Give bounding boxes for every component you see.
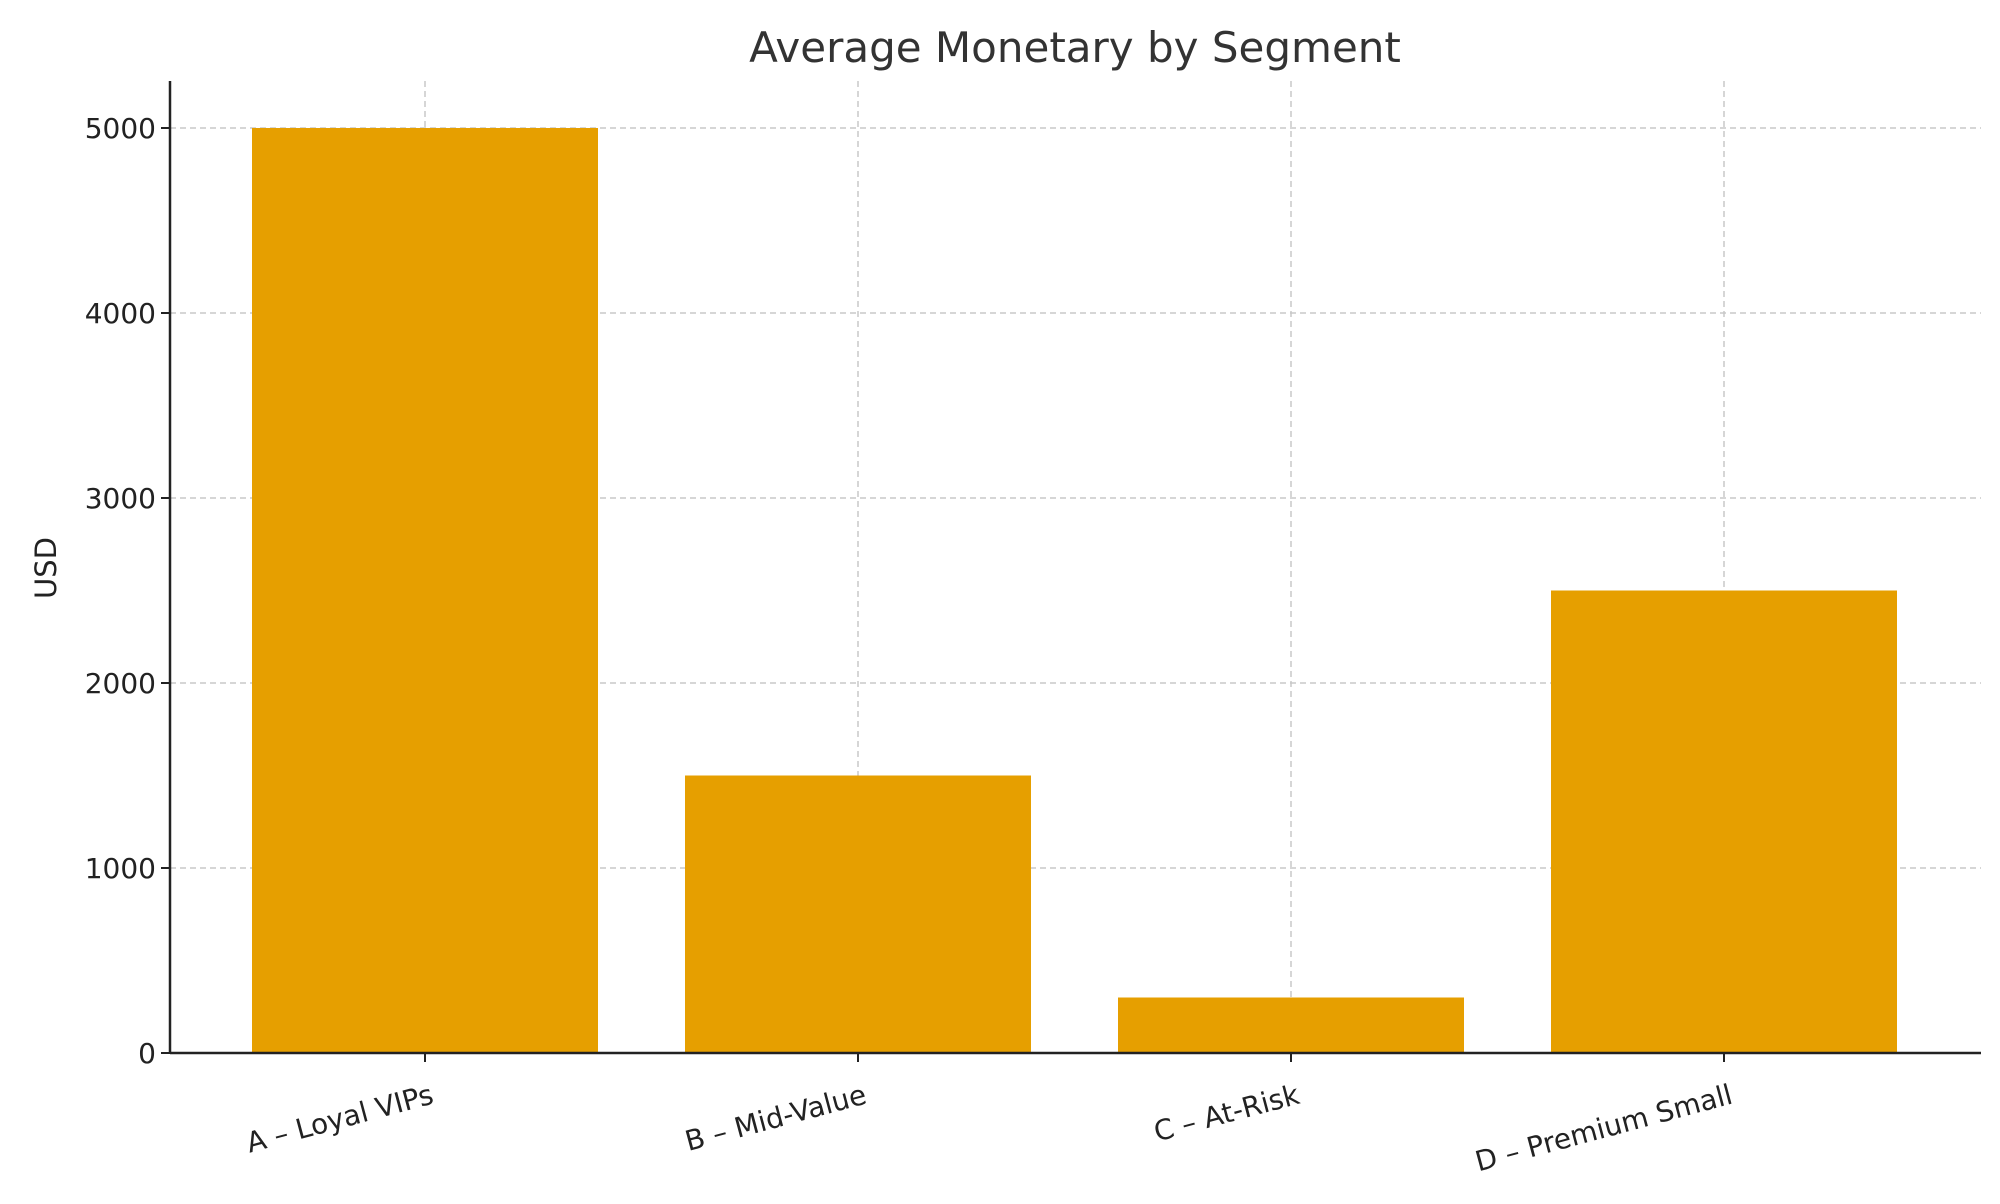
y-axis-ticks: 0 1000 2000 3000 4000 5000	[85, 112, 170, 1070]
x-tick-label: A – Loyal VIPs	[243, 1078, 437, 1160]
bar-2	[685, 775, 1031, 1053]
x-tick-label: B – Mid-Value	[682, 1078, 870, 1158]
chart-title: Average Monetary by Segment	[749, 23, 1401, 72]
y-axis-label: USD	[29, 537, 63, 599]
bar-1	[252, 128, 598, 1053]
bar-3	[1118, 997, 1464, 1053]
bars	[252, 128, 1897, 1053]
y-tick-label: 0	[138, 1037, 156, 1070]
y-tick-label: 3000	[85, 482, 156, 515]
x-tick-label: D – Premium Small	[1472, 1078, 1736, 1178]
y-tick-label: 5000	[85, 112, 156, 145]
y-tick-label: 2000	[85, 667, 156, 700]
bar-4	[1551, 590, 1897, 1053]
y-tick-label: 1000	[85, 852, 156, 885]
x-tick-label: C – At-Risk	[1150, 1078, 1303, 1149]
x-axis-ticks: A – Loyal VIPs B – Mid-Value C – At-Risk D …	[243, 1053, 1736, 1178]
y-tick-label: 4000	[85, 297, 156, 330]
